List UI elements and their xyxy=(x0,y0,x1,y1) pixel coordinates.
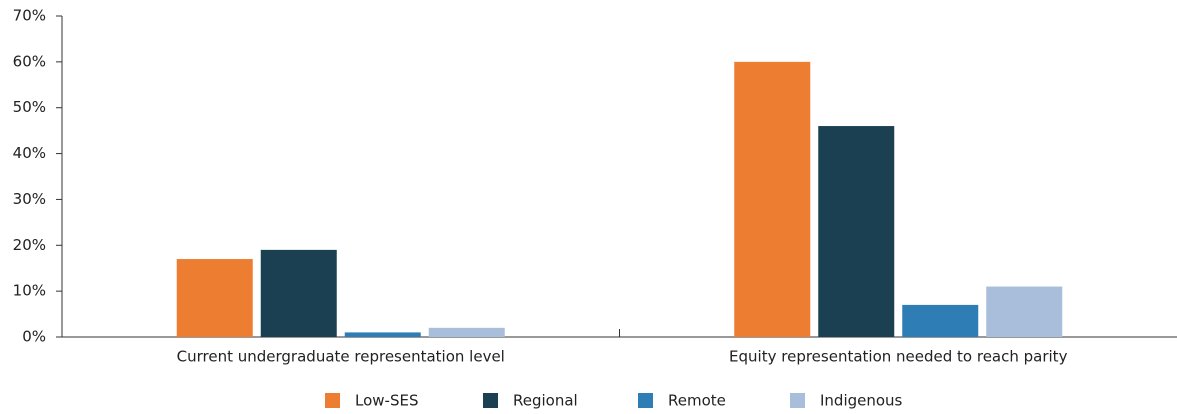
legend-label: Regional xyxy=(513,392,578,410)
bar xyxy=(734,61,811,337)
bar xyxy=(818,126,895,337)
legend-label: Remote xyxy=(668,392,726,410)
bar xyxy=(902,304,979,337)
bar xyxy=(344,332,421,337)
legend-swatch xyxy=(790,393,805,408)
y-tick-label: 30% xyxy=(13,190,46,208)
y-tick-label: 10% xyxy=(13,282,46,300)
legend-label: Indigenous xyxy=(820,392,903,410)
legend-label: Low-SES xyxy=(355,392,418,410)
bar xyxy=(986,286,1063,337)
bar xyxy=(428,327,505,337)
y-tick-label: 60% xyxy=(13,52,46,70)
x-tick-label: Equity representation needed to reach pa… xyxy=(729,348,1068,366)
y-tick-label: 50% xyxy=(13,98,46,116)
y-tick-label: 40% xyxy=(13,144,46,162)
y-tick-label: 0% xyxy=(22,328,46,346)
y-tick-label: 70% xyxy=(13,7,46,25)
legend-swatch xyxy=(325,393,340,408)
x-tick-label: Current undergraduate representation lev… xyxy=(177,348,505,366)
legend-swatch xyxy=(483,393,498,408)
y-tick-label: 20% xyxy=(13,236,46,254)
bar xyxy=(260,249,337,337)
bar xyxy=(176,259,253,337)
legend-swatch xyxy=(638,393,653,408)
